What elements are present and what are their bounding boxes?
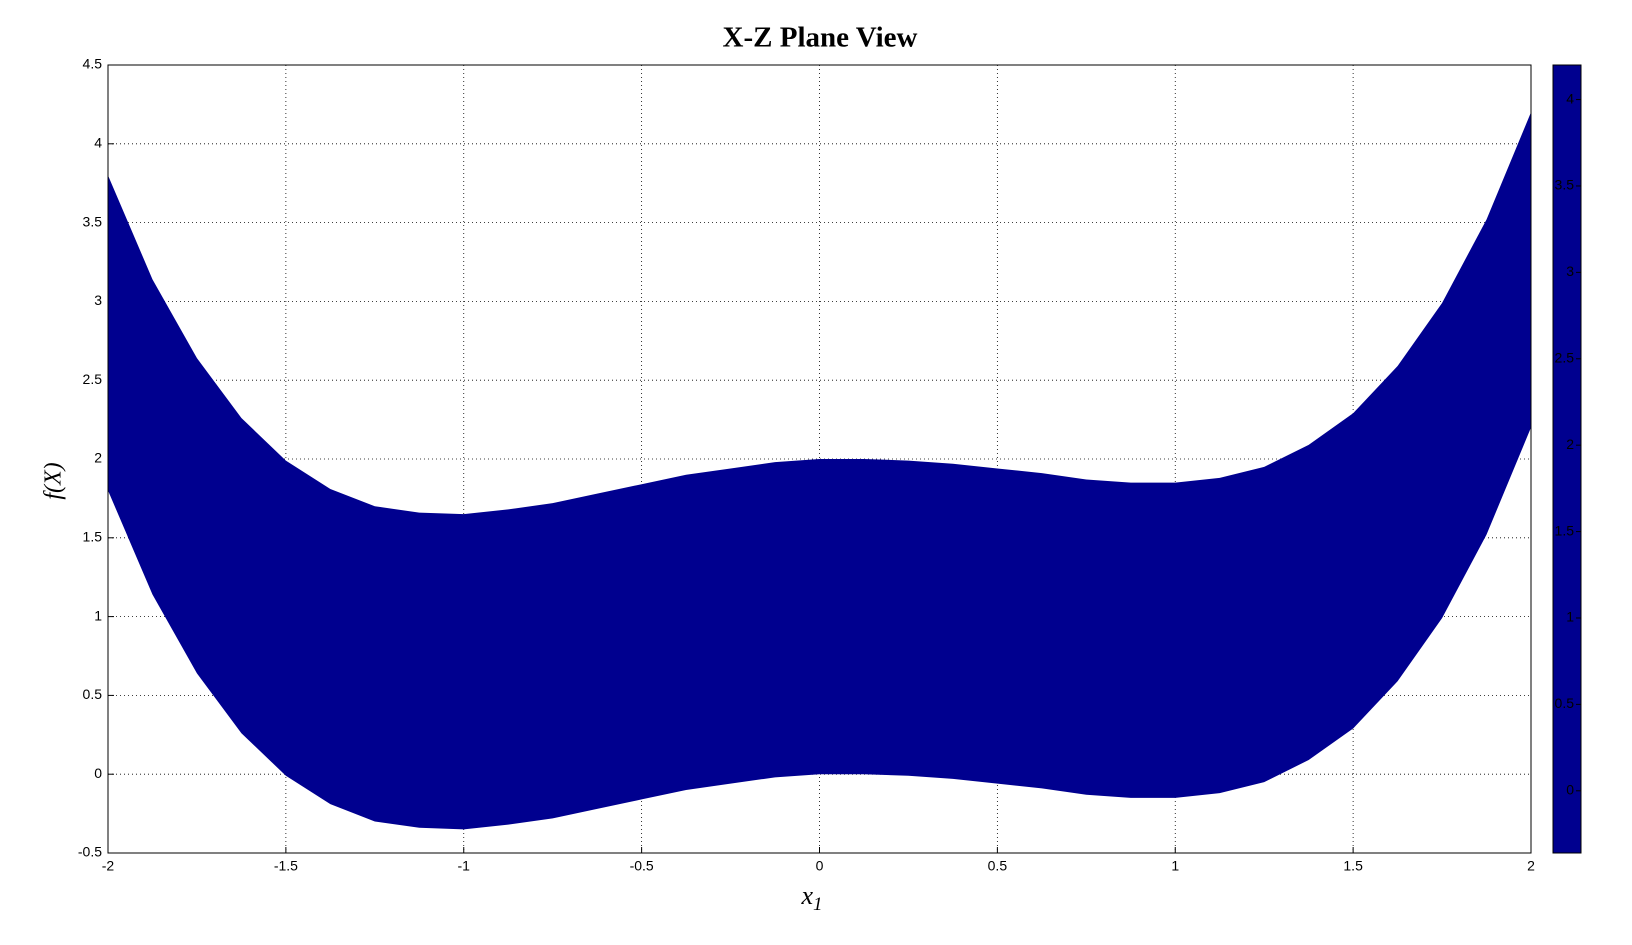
x-axis-label: x1 — [800, 881, 822, 915]
y-tick-label: 1.5 — [83, 529, 103, 545]
y-tick-label: 3.5 — [83, 213, 103, 229]
colorbar-tick-label: 1.5 — [1555, 522, 1575, 538]
y-tick-label: 0.5 — [83, 686, 103, 702]
x-tick-label: -1 — [458, 858, 471, 874]
x-tick-label: 1.5 — [1343, 858, 1363, 874]
colorbar-tick-label: 3.5 — [1555, 177, 1575, 193]
colorbar-tick-label: 0.5 — [1555, 695, 1575, 711]
x-axis-label-main: x — [800, 881, 813, 910]
y-tick-label: 4.5 — [83, 56, 103, 72]
y-tick-label: -0.5 — [78, 844, 102, 860]
plot-frame — [107, 64, 1532, 854]
colorbar-tick-label: 0 — [1566, 781, 1574, 797]
y-tick-label: 2 — [94, 450, 102, 466]
y-tick-label: 0 — [94, 765, 102, 781]
y-tick-label: 3 — [94, 292, 102, 308]
colorbar-tick-label: 4 — [1566, 90, 1574, 106]
x-tick-label: 0.5 — [988, 858, 1008, 874]
surface-band — [108, 112, 1531, 830]
y-axis-label: f(X) — [41, 462, 67, 499]
x-tick-label: 0 — [816, 858, 824, 874]
chart-title: X-Z Plane View — [723, 22, 918, 54]
x-tick-label: 1 — [1171, 858, 1179, 874]
y-tick-label: 4 — [94, 135, 102, 151]
x-tick-label: -0.5 — [630, 858, 654, 874]
x-tick-label: 2 — [1527, 858, 1535, 874]
colorbar — [1552, 64, 1582, 854]
y-tick-label: 2.5 — [83, 371, 103, 387]
colorbar-tick-label: 2.5 — [1555, 349, 1575, 365]
x-tick-label: -1.5 — [274, 858, 298, 874]
x-tick-label: -2 — [102, 858, 115, 874]
x-axis-label-subscript: 1 — [813, 894, 823, 915]
colorbar-tick-label: 3 — [1566, 263, 1574, 279]
y-tick-label: 1 — [94, 607, 102, 623]
colorbar-tick-label: 2 — [1566, 436, 1574, 452]
colorbar-tick-label: 1 — [1566, 609, 1574, 625]
